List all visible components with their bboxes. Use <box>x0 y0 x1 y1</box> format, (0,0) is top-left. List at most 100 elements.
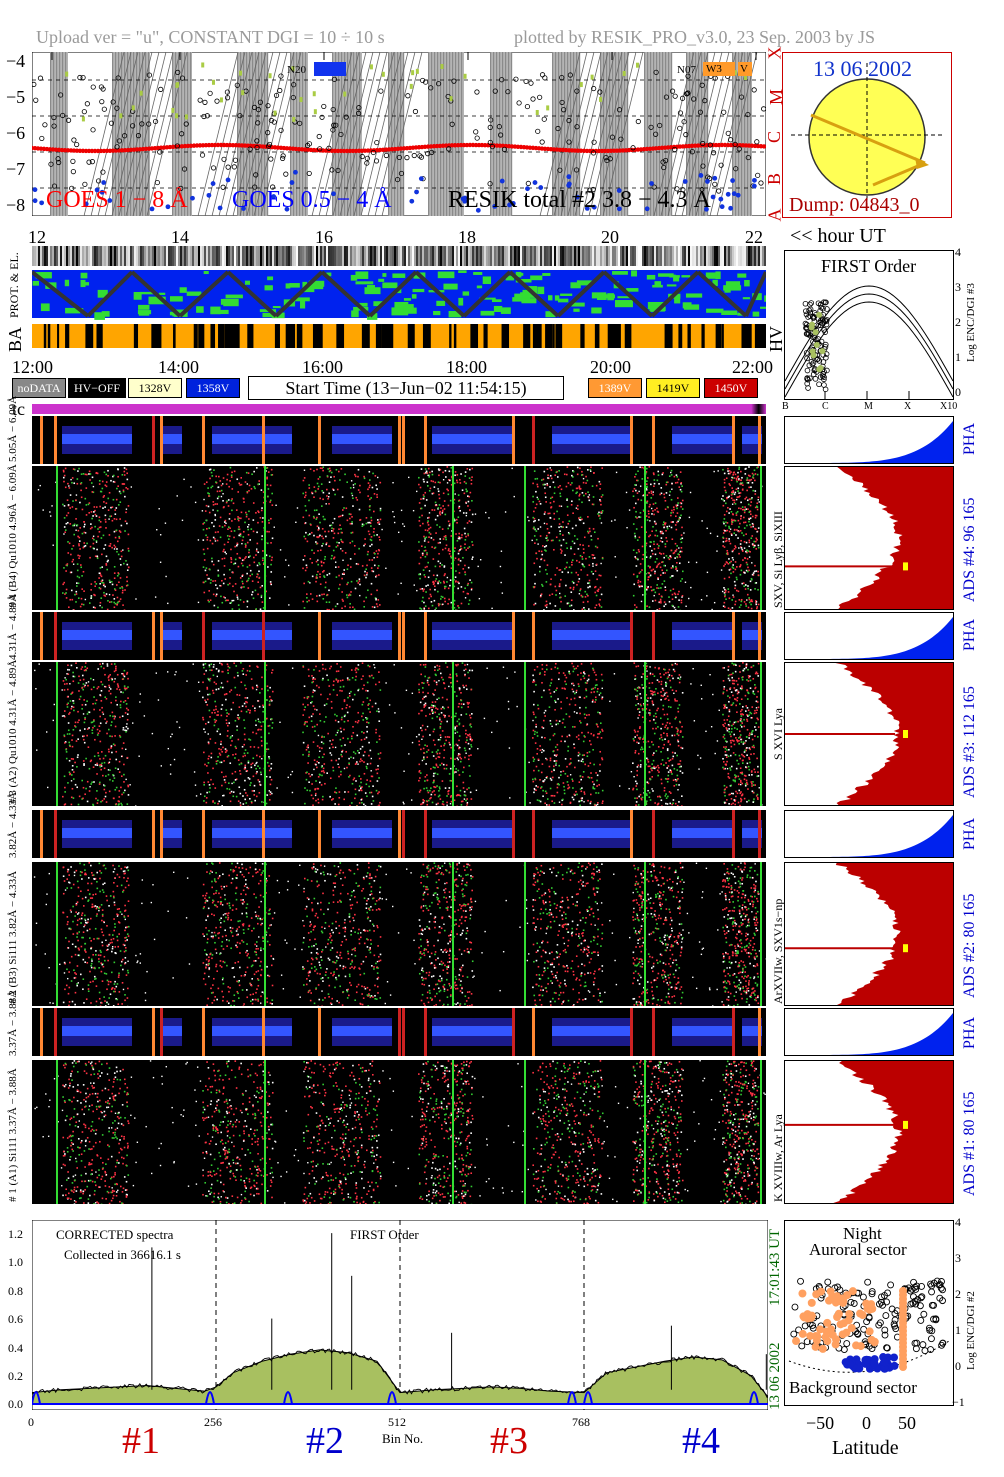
marker-n20: N20 <box>287 64 306 76</box>
lat-ytick: 0 <box>955 1359 961 1373</box>
orbit-xtick: 22:00 <box>732 357 774 377</box>
goes-ytick: −6 <box>6 123 26 143</box>
goes-ytick: −5 <box>6 87 26 107</box>
sun-panel: 13 06 2002 Dump: 04843_0 <box>782 52 952 218</box>
spectra-xtick: 256 <box>204 1415 222 1429</box>
corrected-label: CORRECTED spectra <box>56 1227 174 1242</box>
latitude-panel: Night Auroral sector Background sector <box>784 1220 954 1406</box>
spectrum-image-ch2 <box>32 862 768 1008</box>
spectra-ytick: 0.6 <box>8 1312 23 1326</box>
lat-ylabel: Log ENC/DGI #2 <box>965 1291 977 1370</box>
first-ytick: 3 <box>955 280 961 294</box>
goes-xtick: 12 <box>28 227 46 247</box>
first-xtick: X <box>904 401 912 412</box>
goes-xtick: 20 <box>601 227 619 247</box>
flare-class-c: C <box>764 130 785 144</box>
goes-ytick: −4 <box>6 51 26 71</box>
pha-hist-ch1 <box>784 1008 954 1056</box>
spectra-ytick: 1.0 <box>8 1255 23 1269</box>
legend-1419v: 1419V <box>646 378 700 398</box>
spectra-xtick: 768 <box>572 1415 590 1429</box>
ch3-pha-label: 4.31Å − 4.89Å <box>7 593 19 660</box>
first-xtick: B <box>782 401 789 412</box>
pha-hist-ch2 <box>784 810 954 858</box>
channel-label-1: #1 <box>122 1420 160 1462</box>
first-order-panel: FIRST Order <box>784 250 954 400</box>
first-order-plot <box>785 285 953 399</box>
lat-ytick: 4 <box>955 1215 961 1229</box>
lat-xtick: 0 <box>862 1413 871 1433</box>
legend-resik: RESIK total #2 3.8 − 4.3 Å <box>448 187 711 213</box>
goes-ytick: −8 <box>6 195 26 215</box>
marker-n07: N07 <box>677 64 696 76</box>
first-xtick: M <box>864 401 873 412</box>
latitude-plot <box>788 1277 950 1373</box>
first-ytick: 4 <box>955 245 961 259</box>
pha-hist-ch3 <box>784 612 954 660</box>
ads-hist-ch3 <box>784 662 954 806</box>
pha-hist-ch4 <box>784 416 954 464</box>
first-ytick: 1 <box>955 350 961 364</box>
lat-ytick: 3 <box>955 1251 961 1265</box>
goes-xtick: 22 <box>745 227 763 247</box>
goes-lightcurve <box>32 52 766 216</box>
spectra-panel: CORRECTED spectra Collected in 36616.1 s… <box>32 1220 768 1410</box>
ch1-pha-label: 3.37Å − 3.88Å <box>7 989 19 1056</box>
pha-strip-ch3 <box>32 612 766 660</box>
sun-disk <box>791 63 945 211</box>
goes-xtick: 18 <box>458 227 476 247</box>
goes-xtick: 16 <box>315 227 333 247</box>
marker-orange-box <box>703 62 735 76</box>
pha-word-ch3: PHA <box>961 618 978 651</box>
auroral-label: Auroral sector <box>809 1240 907 1259</box>
plotted-header: plotted by RESIK_PRO_v3.0, 23 Sep. 2003 … <box>514 27 876 47</box>
ch1-lines: K XVIIIw, Ar Lya <box>771 1114 785 1202</box>
spectra-ytick: 0.0 <box>8 1397 23 1411</box>
ch3-lines: S XVI Lya <box>771 708 785 760</box>
ads-label-ch3: ADS #3: 112 165 <box>961 686 978 798</box>
spectra-ytick: 0.2 <box>8 1369 23 1383</box>
legend-goes2: GOES 0.5 − 4 Å <box>232 187 392 213</box>
ch4-pha-label: 5.05Å − 6.09Å <box>7 395 19 462</box>
ch1-spec-label: # 1 (A1) Si111 3.37Å − 3.88Å <box>7 1068 19 1202</box>
marker-blue-box <box>314 62 346 76</box>
channel-label-3: #3 <box>490 1420 528 1462</box>
lat-ytick: −1 <box>952 1395 965 1409</box>
ch3-spec-label: # 3 (A2) Qu1010 4.31Å − 4.89Å <box>7 659 19 804</box>
flare-class-a: A <box>764 208 785 222</box>
legend-1358v: 1358V <box>186 378 240 398</box>
spectra-xtick: 0 <box>28 1415 34 1429</box>
goes-xtick: 14 <box>171 227 189 247</box>
flare-class-b: B <box>764 172 785 186</box>
spectra-date: 13 06 2002 <box>767 1342 783 1411</box>
ads-label-ch4: ADS #4: 96 165 <box>961 497 978 602</box>
ads-label-ch1: ADS #1: 80 165 <box>961 1091 978 1196</box>
ads-hist-ch4 <box>784 466 954 610</box>
ch2-lines: ArXVIIw, SXV1s−np <box>771 898 785 1004</box>
background-label: Background sector <box>789 1378 917 1397</box>
orbit-xtick: 20:00 <box>590 357 632 377</box>
ads-label-ch2: ADS #2: 80 165 <box>961 893 978 998</box>
spectra-ytick: 0.8 <box>8 1284 23 1298</box>
channel-label-2: #2 <box>306 1420 344 1462</box>
orbit-xtick: 16:00 <box>302 357 344 377</box>
flare-class-x: X <box>764 46 785 60</box>
spectra-ytick: 0.4 <box>8 1341 23 1355</box>
spectrum-image-ch3 <box>32 662 766 808</box>
start-time-box: Start Time (13−Jun−02 11:54:15) <box>248 376 564 400</box>
first-ylabel: Log ENC/DGI #3 <box>965 283 977 362</box>
spectrum-image-ch1 <box>32 1060 766 1206</box>
collected-label: Collected in 36616.1 s <box>64 1247 181 1262</box>
legend-goes1: GOES 1 − 8 Å <box>46 187 188 213</box>
ba-label: BA <box>5 326 25 352</box>
first-xtick: C <box>822 401 829 412</box>
ads-hist-ch2 <box>784 862 954 1006</box>
channel-label-4: #4 <box>682 1420 720 1462</box>
first-order-title: FIRST Order <box>821 256 917 276</box>
first-order-label: FIRST Order <box>350 1227 419 1242</box>
pha-word-ch4: PHA <box>961 422 978 455</box>
corrected-spectra-plot <box>32 1220 768 1410</box>
orbit-strips <box>32 246 766 348</box>
lat-ytick: 2 <box>955 1287 961 1301</box>
tc-strip <box>32 404 766 414</box>
